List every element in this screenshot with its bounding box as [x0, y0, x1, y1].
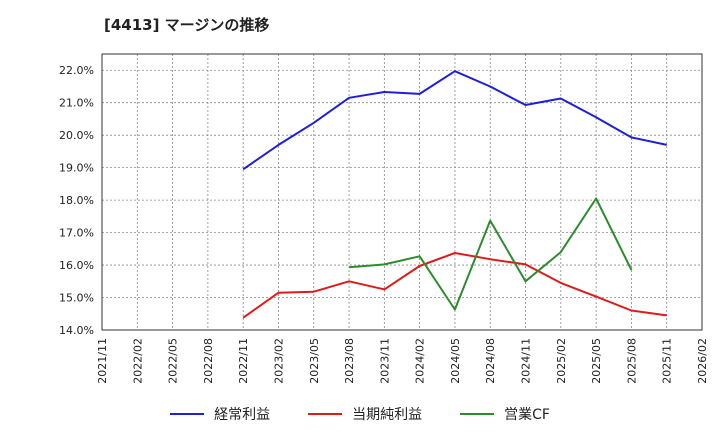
y-axis-ticks: 14.0% 15.0% 16.0% 17.0% 18.0% 19.0% 20.0% 21.0%…: [59, 64, 94, 337]
grid-lines: [101, 54, 703, 331]
x-tick-label: 2024/08: [484, 338, 497, 384]
y-tick-label: 22.0%: [59, 64, 94, 77]
legend-label-recurring-profit: 経常利益: [214, 407, 271, 423]
y-tick-label: 16.0%: [59, 259, 94, 272]
legend-swatch-recurring-profit: [170, 413, 205, 415]
y-tick-label: 18.0%: [59, 194, 94, 207]
y-tick-label: 19.0%: [59, 162, 94, 175]
legend-swatch-operating-cf: [460, 413, 495, 415]
legend-swatch-net-income: [308, 413, 343, 415]
x-tick-label: 2024/05: [449, 338, 462, 384]
x-tick-label: 2023/05: [308, 338, 321, 384]
legend-label-operating-cf: 営業CF: [504, 407, 550, 423]
series-lines: [242, 70, 667, 319]
x-tick-label: 2021/11: [96, 338, 109, 384]
legend-item-recurring-profit: 経常利益: [170, 404, 270, 424]
x-tick-label: 2023/08: [343, 338, 356, 384]
y-tick-label: 20.0%: [59, 129, 94, 142]
x-axis-ticks: 2021/11 2022/02 2022/05 2022/08 2022/11 2023/…: [96, 338, 709, 384]
x-tick-label: 2023/02: [272, 338, 285, 384]
x-tick-label: 2023/11: [378, 338, 391, 384]
x-tick-label: 2022/11: [237, 338, 250, 384]
y-tick-label: 14.0%: [59, 324, 94, 337]
x-tick-label: 2026/02: [696, 338, 709, 384]
plot-background: [102, 54, 702, 330]
x-tick-label: 2024/02: [414, 338, 427, 384]
x-tick-label: 2025/02: [555, 338, 568, 384]
series-line-recurring-profit: [242, 70, 667, 171]
legend-item-net-income: 当期純利益: [308, 404, 422, 424]
series-line-operating-cf: [349, 197, 633, 311]
x-tick-label: 2022/05: [167, 338, 180, 384]
chart-title: [4413] マージンの推移: [104, 16, 270, 34]
x-tick-label: 2025/08: [625, 338, 638, 384]
y-tick-label: 17.0%: [59, 227, 94, 240]
legend-item-operating-cf: 営業CF: [460, 404, 550, 424]
x-tick-label: 2025/05: [590, 338, 603, 384]
legend: 経常利益 当期純利益 営業CF: [0, 404, 720, 424]
y-tick-label: 15.0%: [59, 292, 94, 305]
x-tick-label: 2024/11: [520, 338, 533, 384]
x-tick-label: 2022/02: [131, 338, 144, 384]
x-tick-label: 2025/11: [661, 338, 674, 384]
plot-frame: [101, 53, 703, 331]
y-tick-label: 21.0%: [59, 97, 94, 110]
legend-label-net-income: 当期純利益: [352, 407, 423, 423]
series-line-net-income: [242, 252, 667, 319]
x-tick-label: 2022/08: [202, 338, 215, 384]
